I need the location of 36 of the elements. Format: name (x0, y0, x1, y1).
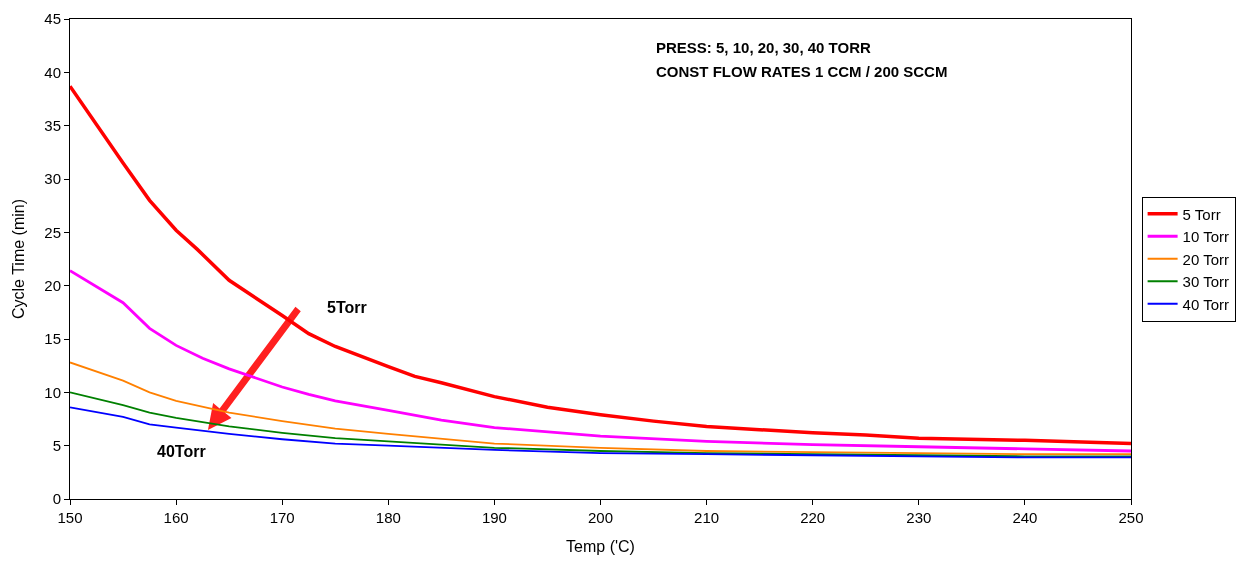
x-tick-label: 160 (163, 509, 189, 526)
annotation: CONST FLOW RATES 1 CCM / 200 SCCM (656, 63, 948, 80)
x-tick-label: 240 (1012, 509, 1038, 526)
y-tick-label: 20 (44, 276, 61, 294)
legend-label: 5 Torr (1182, 205, 1221, 223)
x-tick-label: 190 (481, 509, 507, 526)
y-tick-label: 5 (52, 436, 61, 454)
annotation: PRESS: 5, 10, 20, 30, 40 TORR (656, 39, 871, 56)
line-series (70, 406, 1131, 459)
x-tick-label: 180 (375, 509, 401, 526)
x-axis-title: Temp ('C) (566, 537, 635, 555)
x-tick-label: 150 (57, 509, 83, 526)
y-tick-label: 30 (44, 170, 61, 188)
legend-label: 40 Torr (1182, 295, 1230, 313)
x-tick-label: 170 (269, 509, 295, 526)
y-tick-label: 25 (44, 223, 61, 241)
y-tick-label: 0 (52, 490, 61, 508)
line-series (70, 391, 1131, 458)
x-tick-label: 250 (1118, 509, 1144, 526)
legend-label: 30 Torr (1182, 273, 1230, 291)
line-series (70, 84, 1131, 446)
y-tick-label: 45 (44, 10, 61, 28)
legend-label: 10 Torr (1182, 228, 1230, 246)
x-tick-label: 200 (587, 509, 614, 526)
x-tick-label: 220 (800, 509, 826, 526)
annotation: 5Torr (327, 299, 367, 316)
y-tick-label: 10 (44, 383, 61, 401)
y-axis-title: Cycle Time (min) (10, 198, 28, 320)
y-tick-label: 35 (44, 116, 61, 134)
x-tick-label: 210 (694, 509, 720, 526)
line-series (70, 361, 1131, 456)
legend-label: 20 Torr (1182, 250, 1230, 268)
y-tick-label: 15 (44, 330, 61, 348)
y-tick-label: 40 (44, 63, 61, 81)
annotation: 40Torr (157, 443, 206, 460)
x-tick-label: 230 (906, 509, 932, 526)
